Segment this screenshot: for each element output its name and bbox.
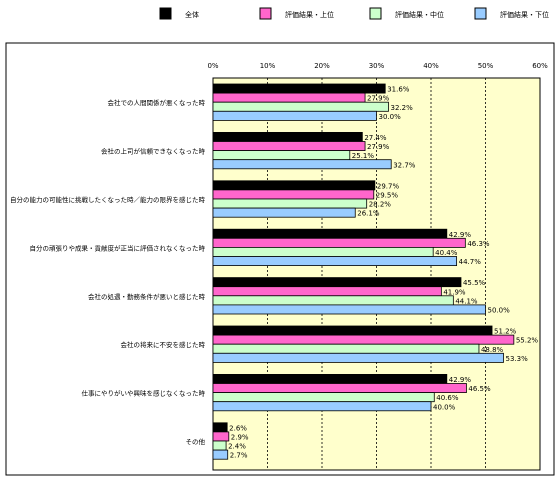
value-label-6-1: 51.2% (494, 328, 517, 336)
tick-label-0: 0% (207, 62, 218, 70)
value-label-8-4: 2.7% (230, 452, 248, 460)
value-label-8-3: 2.4% (228, 443, 246, 451)
legend-swatch-2 (259, 7, 272, 20)
bar-3-2 (212, 189, 375, 200)
bar-3-3 (212, 198, 368, 209)
legend-swatch-4 (474, 7, 487, 20)
bar-8-1 (212, 422, 228, 433)
value-label-1-3: 32.2% (390, 104, 413, 112)
value-label-5-4: 50.0% (488, 307, 511, 315)
bar-4-4 (212, 256, 458, 267)
value-label-2-1: 27.4% (364, 134, 387, 142)
value-label-4-2: 46.3% (467, 240, 490, 248)
tick-label-20: 20% (314, 62, 330, 70)
bar-7-4 (212, 401, 432, 412)
value-label-2-3: 25.1% (352, 152, 375, 160)
value-label-7-4: 40.0% (433, 403, 456, 411)
value-label-5-1: 45.5% (463, 279, 486, 287)
category-label-6: 会社の将来に不安を感じた時 (121, 340, 206, 349)
bar-1-3 (212, 101, 389, 112)
bar-1-4 (212, 110, 377, 121)
bar-4-2 (212, 237, 466, 248)
category-label-5: 会社の処遇・勤務条件が悪いと感じた時 (88, 292, 206, 301)
legend: 全体 評価結果・上位 評価結果・中位 評価結果・下位 (159, 7, 549, 20)
bar-1-2 (212, 92, 366, 103)
bar-8-4 (212, 449, 229, 460)
value-label-3-1: 29.7% (377, 182, 400, 190)
value-label-5-2: 41.9% (443, 288, 466, 296)
bar-5-1 (212, 277, 462, 288)
category-label-3: 自分の能力の可能性に挑戦したくなった時／能力の限界を感じた時 (10, 195, 206, 204)
bar-5-2 (212, 286, 442, 297)
value-label-1-4: 30.0% (379, 113, 402, 121)
bar-7-2 (212, 383, 467, 394)
bar-3-4 (212, 207, 356, 218)
value-label-7-2: 46.5% (468, 385, 491, 393)
category-label-7: 仕事にやりがいや興味を感じなくなった時 (82, 389, 206, 398)
value-label-2-2: 27.9% (367, 143, 390, 151)
bar-4-1 (212, 228, 448, 239)
value-label-8-1: 2.6% (229, 424, 247, 432)
bar-6-4 (212, 352, 504, 363)
value-label-7-3: 40.6% (436, 394, 459, 402)
value-label-3-4: 26.1% (357, 210, 380, 218)
category-label-4: 自分の頑張りや成果・貢献度が正当に評価されなくなった時 (30, 243, 206, 252)
legend-label-3: 評価結果・中位 (395, 10, 444, 19)
tick-label-50: 50% (478, 62, 494, 70)
category-label-8: その他 (186, 437, 206, 446)
value-label-6-4: 53.3% (505, 355, 528, 363)
bar-5-4 (212, 304, 486, 315)
value-label-2-4: 32.7% (393, 161, 416, 169)
bar-8-2 (212, 431, 230, 442)
bar-2-4 (212, 159, 392, 170)
value-label-1-2: 27.9% (367, 95, 390, 103)
bar-6-1 (212, 325, 493, 336)
tick-label-10: 10% (260, 62, 276, 70)
legend-label-4: 評価結果・下位 (500, 10, 549, 19)
bar-2-1 (212, 131, 363, 142)
bar-2-3 (212, 150, 351, 161)
tick-label-30: 30% (369, 62, 385, 70)
plot-area: 0% 10% 20% 30% 40% 50% 60% 会社での人間関係が悪くなった時 31.6%… (10, 62, 548, 471)
bar-1-1 (212, 83, 386, 94)
bar-6-2 (212, 334, 515, 345)
value-label-4-4: 44.7% (459, 258, 482, 266)
value-label-3-3: 28.2% (369, 201, 392, 209)
bar-6-3 (212, 343, 480, 354)
legend-swatch-1 (159, 7, 172, 20)
value-label-7-1: 42.9% (449, 376, 472, 384)
value-label-6-3: 48.8% (481, 346, 504, 354)
value-label-4-3: 40.4% (435, 249, 458, 257)
tick-label-60: 60% (532, 62, 548, 70)
legend-swatch-3 (369, 7, 382, 20)
bar-4-3 (212, 246, 434, 257)
value-label-1-1: 31.6% (387, 86, 410, 94)
category-label-2: 会社の上司が信頼できなくなった時 (101, 147, 206, 156)
bar-8-3 (212, 440, 227, 451)
bar-2-2 (212, 141, 366, 152)
legend-label-2: 評価結果・上位 (285, 10, 334, 19)
value-label-6-2: 55.2% (516, 337, 539, 345)
value-label-3-2: 29.5% (376, 192, 399, 200)
bar-3-1 (212, 180, 376, 191)
category-label-1: 会社での人間関係が悪くなった時 (108, 98, 206, 107)
value-label-8-2: 2.9% (231, 434, 249, 442)
value-label-5-3: 44.1% (455, 297, 478, 305)
bar-7-3 (212, 392, 435, 403)
legend-label-1: 全体 (185, 10, 199, 19)
bar-5-3 (212, 295, 454, 306)
value-label-4-1: 42.9% (449, 231, 472, 239)
tick-label-40: 40% (423, 62, 439, 70)
bar-7-1 (212, 373, 448, 384)
